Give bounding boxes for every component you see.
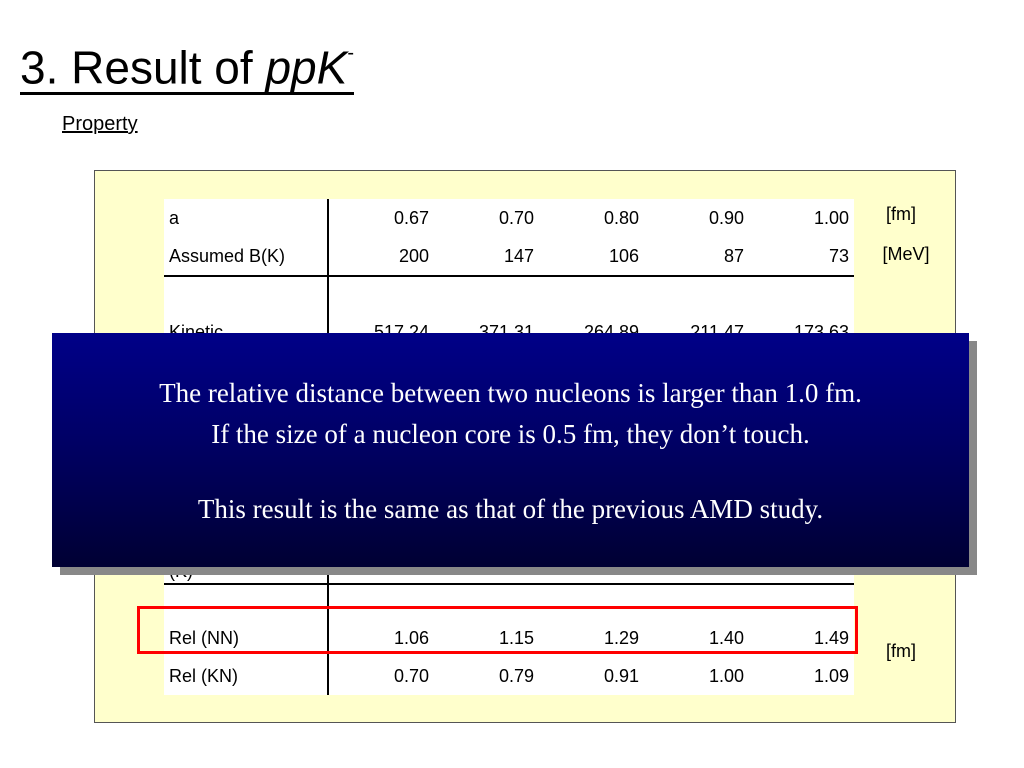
cell: 1.40 [708,628,744,648]
cell: 0.80 [603,208,639,228]
cell: 1.00 [813,208,849,228]
callout-line: If the size of a nucleon core is 0.5 fm,… [211,419,810,449]
cell: 0.79 [498,666,534,686]
callout-line: This result is the same as that of the p… [197,494,824,524]
row-label: Rel (KN) [164,657,329,695]
row-label: Assumed B(K) [164,237,329,277]
cell: 200 [328,237,434,277]
cell: 0.70 [498,208,534,228]
slide-title: 3. Result of ppK- [20,30,354,95]
cell: 1.49 [813,628,849,648]
row-a: a 0.67 0.70 0.80 0.90 1.00 [164,199,854,237]
callout-box: The relative distance between two nucleo… [52,333,969,567]
cell: 106 [539,237,644,277]
unit-fm-rel: [fm] [886,641,916,661]
cell: 87 [644,237,749,277]
cell: 1.00 [708,666,744,686]
cell: 1.29 [603,628,639,648]
cell: 1.06 [393,628,429,648]
title-italic: ppK [265,41,348,94]
title-text: 3. Result of [20,41,266,94]
cell: 0.90 [708,208,744,228]
unit-fm: [fm] [886,204,916,224]
cell: 1.09 [813,666,849,686]
row-assumed-bk: Assumed B(K) 200 147 106 87 73 [164,237,854,277]
cell: 73 [749,237,854,277]
row-label: a [164,199,329,237]
cell: 1.15 [498,628,534,648]
highlight-box [137,606,858,654]
row-label [164,584,329,619]
title-superscript: - [347,42,354,64]
cell: 0.91 [603,666,639,686]
row-rel-kn: Rel (KN) 0.70 0.79 0.91 1.00 1.09 [164,657,854,695]
row-label: Rel (NN) [164,619,329,657]
row-spacer [164,584,854,619]
cell: 0.70 [393,666,429,686]
subtitle-property: Property [62,113,138,135]
row-rel-nn: Rel (NN) 1.06 1.15 1.29 1.40 1.49 [164,619,854,657]
cell: 0.67 [393,208,429,228]
unit-mev: [MeV] [882,244,930,264]
callout-line: The relative distance between two nucleo… [159,378,862,408]
cell: 147 [434,237,539,277]
